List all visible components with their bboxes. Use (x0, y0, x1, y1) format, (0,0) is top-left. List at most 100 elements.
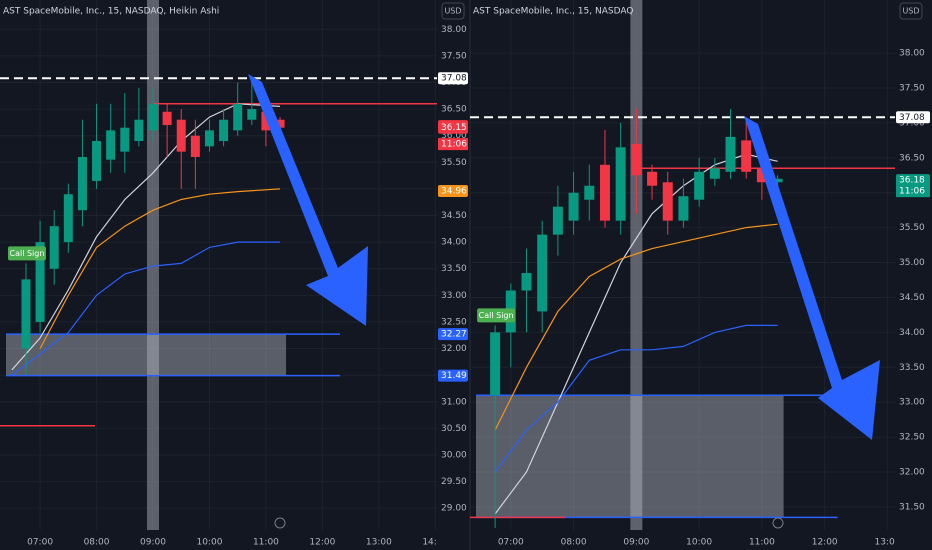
candle-body (106, 130, 116, 160)
price-label: 36.15 (441, 123, 467, 133)
y-tick-label: 33.50 (441, 264, 467, 274)
candle-body (219, 119, 229, 142)
currency: USD (902, 7, 919, 16)
x-tick-label: 07:00 (498, 538, 524, 548)
session-highlight (630, 0, 643, 530)
price-label: 34.96 (441, 187, 467, 197)
y-tick-label: 32.50 (899, 433, 925, 443)
y-tick-label: 35.00 (899, 258, 925, 268)
x-tick-label: 13:00 (874, 538, 900, 548)
y-tick-label: 30.50 (441, 424, 467, 434)
axes: 38.00 37.50 37.00 36.50 36.00 35.50 35.00 34.50… (3, 2, 930, 514)
y-tick-label: 32.00 (899, 468, 925, 478)
price-label: 36.18 (899, 176, 925, 186)
countdown: 11:06 (899, 187, 925, 197)
price-label-box (896, 111, 930, 124)
y-tick-label: 36.50 (441, 105, 467, 115)
candle-body (21, 279, 31, 349)
moving-average (11, 241, 280, 376)
signal-badge (7, 246, 46, 261)
candle-body (49, 226, 59, 269)
y-tick-label: 34.00 (441, 238, 467, 248)
signal-label: Call Sign (10, 249, 45, 258)
signal-label: Call Sign (479, 311, 514, 320)
x-tick-label: 08:00 (561, 538, 587, 548)
candle-body (120, 127, 130, 152)
arrow-down (248, 74, 368, 326)
y-tick-label: 30.00 (441, 450, 467, 460)
y-tick-label: 32.50 (441, 317, 467, 327)
y-tick-label: 33.50 (899, 363, 925, 373)
x-tick-label: 11:00 (253, 538, 279, 548)
y-tick-label: 34.00 (899, 328, 925, 338)
arrow-down (744, 116, 880, 440)
y-tick-label: 35.50 (441, 158, 467, 168)
y-tick-label: 36.50 (899, 153, 925, 163)
chart-title: AST SpaceMobile, Inc., 15, NASDAQ, Heiki… (3, 7, 219, 17)
x-tick-label: 13:00 (366, 538, 392, 548)
candle-body (772, 178, 783, 183)
candle-body (568, 192, 579, 221)
y-tick-label: 35.50 (899, 223, 925, 233)
y-tick-label: 34.50 (441, 211, 467, 221)
candle-body (584, 185, 595, 200)
candle-body (35, 242, 45, 322)
candle-body (552, 206, 563, 235)
countdown-box (896, 185, 930, 198)
y-tick-label: 31.00 (441, 397, 467, 407)
candle-body (537, 234, 548, 312)
x-tick-label: 10:00 (196, 538, 222, 548)
x-tick-label: 11:00 (749, 538, 775, 548)
candle-body (521, 273, 532, 291)
candle-body (599, 164, 610, 221)
price-label-box (438, 121, 468, 134)
candle-body (756, 168, 767, 183)
chart-title: AST SpaceMobile, Inc., 15, NASDAQ (473, 7, 633, 17)
x-tick-label: 14:00 (422, 538, 448, 548)
candle-body (275, 119, 285, 128)
y-tick-label: 29.00 (441, 504, 467, 514)
candle-body (709, 168, 720, 179)
candle-body (741, 140, 752, 172)
candle-body (63, 194, 73, 243)
y-tick-label: 36.00 (441, 131, 467, 141)
candle-body (162, 111, 172, 126)
y-tick-label: 29.50 (441, 477, 467, 487)
currency-box (899, 2, 923, 20)
y-tick-label: 37.50 (899, 83, 925, 93)
candle-body (204, 130, 214, 147)
candle-body (247, 109, 257, 120)
x-tick-label: 12:00 (812, 538, 838, 548)
currency-box (441, 2, 465, 20)
y-tick-label: 37.50 (441, 51, 467, 61)
candle-body (725, 136, 736, 172)
x-tick-label: 07:00 (27, 538, 53, 548)
x-tick-label: 09:00 (623, 538, 649, 548)
candle-body (176, 119, 186, 152)
price-label-box (438, 72, 468, 85)
currency: USD (444, 7, 461, 16)
price-label-box (438, 328, 468, 341)
x-tick-label: 09:00 (140, 538, 166, 548)
alert-icon (274, 517, 286, 529)
countdown-box (438, 138, 468, 151)
candle-body (148, 103, 158, 131)
zone (6, 334, 287, 376)
y-tick-label: 33.00 (899, 398, 925, 408)
x-tick-label: 08:00 (84, 538, 110, 548)
y-tick-label: 38.00 (899, 49, 925, 59)
candle-body (631, 143, 642, 176)
price-label-box (438, 369, 468, 382)
zone (476, 395, 784, 518)
alert-icon (772, 517, 784, 529)
candle-body (261, 111, 271, 131)
moving-average (494, 324, 778, 473)
candle-body (134, 119, 144, 142)
overlay (248, 74, 880, 529)
x-tick-label: 12:00 (309, 538, 335, 548)
signal-badge (477, 308, 516, 323)
candle-body (77, 156, 87, 211)
price-label-box (896, 174, 930, 187)
candle-body (694, 171, 705, 200)
